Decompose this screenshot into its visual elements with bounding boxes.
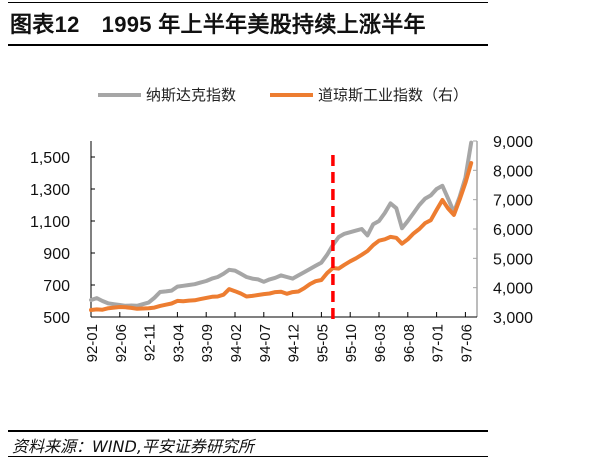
x-axis-tick-label: 95-05 [314,324,331,362]
x-axis-tick-label: 95-10 [343,324,360,362]
x-axis-tick-label: 96-03 [372,324,389,362]
legend: 纳斯达克指数 道琼斯工业指数（右） [98,86,468,104]
x-axis-tick-label: 97-01 [430,324,447,362]
source-note: 资料来源：WIND,平安证券研究所 [12,437,254,456]
x-axis-tick-label: 97-06 [458,324,475,362]
x-axis-tick-label: 92-06 [113,324,130,362]
left-axis-tick-label: 1,500 [30,150,70,167]
top-rule [8,2,488,3]
axes: 500 700 900 1,100 1,300 1,500 3,000 4,000 5,000 6… [30,134,533,362]
series-line-dow [89,161,474,312]
x-axis-tick-label: 94-02 [228,324,245,362]
title-rule [8,44,488,46]
right-axis-tick-label: 3,000 [493,310,533,327]
x-axis-tick-label: 92-11 [142,324,159,361]
x-axis-tick-label: 96-08 [401,324,418,362]
left-axis-tick-label: 900 [43,246,70,263]
right-axis-tick-label: 9,000 [493,134,533,151]
series-line-nasdaq [89,140,474,308]
x-axis-tick-label: 94-07 [257,324,274,362]
right-axis-tick-label: 6,000 [493,222,533,239]
right-axis-tick-label: 5,000 [493,251,533,268]
series [89,140,474,312]
source-rule [8,430,488,432]
right-axis-tick-label: 8,000 [493,163,533,180]
figure-title: 图表12 1995 年上半年美股持续上涨半年 [10,7,426,39]
x-axis-tick-label: 94-12 [286,324,303,362]
left-axis-tick-label: 1,300 [30,182,70,199]
left-axis-tick-label: 1,100 [30,214,70,231]
x-axis-tick-label: 93-09 [199,324,216,362]
legend-label-nasdaq: 纳斯达克指数 [146,86,236,104]
right-axis-tick-label: 7,000 [493,193,533,210]
chart-title: 1995 年上半年美股持续上涨半年 [101,12,426,37]
right-axis-tick-label: 4,000 [493,281,533,298]
x-axis-tick-label: 92-01 [84,324,101,362]
bottom-rule [8,456,488,457]
left-axis-tick-label: 700 [43,278,70,295]
legend-label-dow: 道琼斯工业指数（右） [318,86,468,104]
left-axis-tick-label: 500 [43,310,70,327]
figure-label: 图表12 [10,12,80,37]
x-axis-tick-label: 93-04 [170,324,187,362]
